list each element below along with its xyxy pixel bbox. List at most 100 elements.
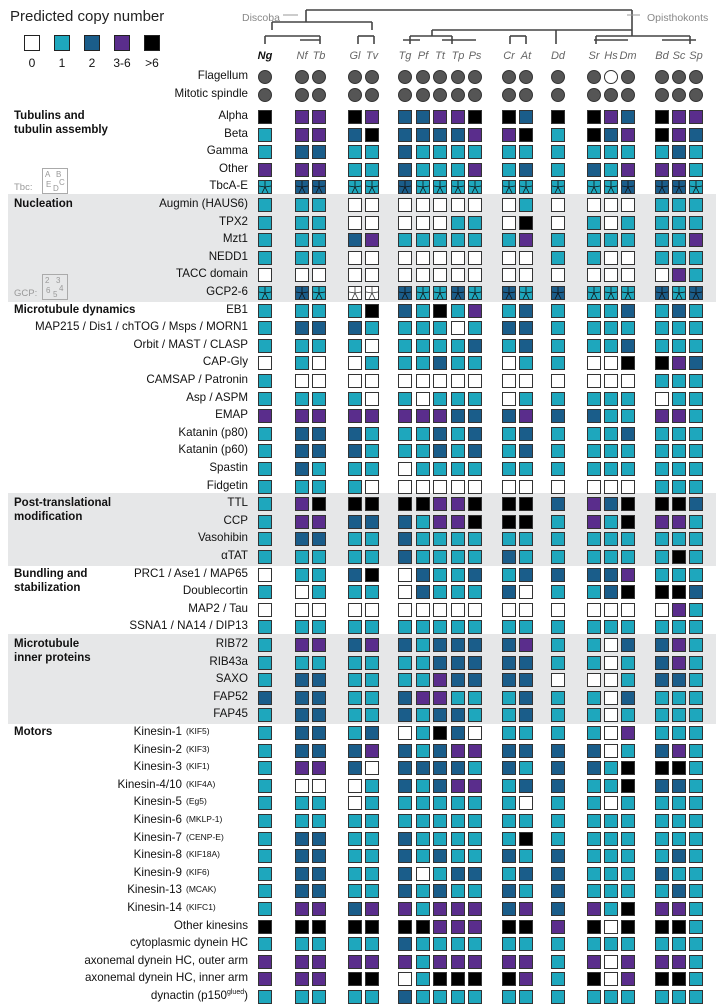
- copy-cell: [295, 831, 309, 846]
- copy-cell: [587, 655, 601, 670]
- copy-cell: [672, 127, 686, 142]
- trait-dot: [433, 88, 447, 102]
- copy-cell: [312, 990, 326, 1004]
- copy-cell: [258, 972, 272, 987]
- copy-cell: [655, 726, 669, 740]
- copy-cell: [689, 655, 703, 670]
- copy-cell: [519, 409, 533, 424]
- copy-cell: [433, 215, 447, 230]
- copy-cell: [604, 796, 618, 811]
- copy-cell: [416, 356, 430, 371]
- copy-cell: [398, 514, 412, 529]
- trait-dot: [468, 70, 482, 84]
- copy-cell: [365, 937, 379, 952]
- copy-cell: [312, 954, 326, 969]
- species-label: Gl: [349, 50, 361, 62]
- copy-cell: [295, 198, 309, 212]
- copy-cell: [689, 567, 703, 582]
- copy-cell: [672, 990, 686, 1004]
- copy-cell: [433, 250, 447, 265]
- copy-cell: [258, 145, 272, 160]
- copy-cell: [468, 162, 482, 177]
- copy-cell: [258, 814, 272, 828]
- section-title: Post-translational modification: [14, 497, 112, 524]
- copy-cell: [551, 462, 565, 476]
- section-title: Microtubule inner proteins: [14, 638, 91, 664]
- copy-cell: [551, 215, 565, 230]
- copy-cell: [295, 708, 309, 723]
- copy-cell: [312, 620, 326, 635]
- copy-cell: [689, 321, 703, 336]
- copy-cell: [295, 919, 309, 934]
- copy-cell: [258, 902, 272, 916]
- copy-cell: [258, 585, 272, 600]
- copy-cell: [604, 514, 618, 529]
- subunit-key-cell: 5: [53, 290, 58, 299]
- copy-cell: [416, 162, 430, 177]
- subunit-key-cell: B: [56, 170, 62, 180]
- copy-cell: [398, 338, 412, 353]
- copy-cell: [672, 866, 686, 881]
- copy-cell: [551, 374, 565, 388]
- copy-cell: [502, 268, 516, 283]
- trait-dot: [468, 88, 482, 102]
- copy-cell: [312, 814, 326, 828]
- row-label: TPX2: [0, 215, 248, 228]
- copy-cell: [312, 462, 326, 476]
- copy-cell: [672, 162, 686, 177]
- copy-cell: [672, 409, 686, 424]
- copy-cell: [621, 673, 635, 688]
- copy-cell: [519, 338, 533, 353]
- copy-cell: [295, 937, 309, 952]
- copy-cell: [295, 954, 309, 969]
- copy-cell: [604, 409, 618, 424]
- copy-cell: [312, 321, 326, 336]
- row-label: CCP: [0, 514, 248, 527]
- trait-dot: [258, 70, 272, 84]
- row-label-text: Alpha: [218, 109, 248, 122]
- copy-cell: [655, 180, 669, 195]
- copy-cell: [451, 286, 465, 300]
- copy-cell: [655, 250, 669, 265]
- copy-cell: [365, 690, 379, 705]
- copy-cell: [519, 233, 533, 248]
- copy-cell: [551, 690, 565, 705]
- copy-cell: [416, 462, 430, 476]
- copy-cell: [672, 919, 686, 934]
- copy-cell: [468, 638, 482, 652]
- copy-cell: [519, 884, 533, 899]
- copy-cell: [312, 356, 326, 371]
- copy-cell: [655, 602, 669, 617]
- copy-cell: [365, 110, 379, 124]
- row-label: Kinesin-1 (KIF5): [0, 725, 248, 738]
- copy-cell: [587, 743, 601, 758]
- copy-cell: [433, 796, 447, 811]
- copy-cell: [295, 215, 309, 230]
- copy-cell: [258, 884, 272, 899]
- copy-cell: [551, 937, 565, 952]
- copy-cell: [672, 198, 686, 212]
- copy-cell: [689, 620, 703, 635]
- copy-cell: [312, 374, 326, 388]
- copy-cell: [551, 972, 565, 987]
- trait-dot: [587, 70, 601, 84]
- trait-dot: [433, 70, 447, 84]
- copy-cell: [468, 831, 482, 846]
- row-label-gene: (KIF6): [186, 866, 210, 877]
- copy-cell: [348, 479, 362, 494]
- copy-cell: [468, 902, 482, 916]
- copy-cell: [587, 391, 601, 406]
- copy-cell: [551, 479, 565, 494]
- copy-cell: [295, 462, 309, 476]
- copy-cell: [451, 514, 465, 529]
- copy-cell: [551, 673, 565, 688]
- copy-cell: [468, 338, 482, 353]
- copy-cell: [258, 479, 272, 494]
- copy-cell: [258, 831, 272, 846]
- copy-cell: [551, 884, 565, 899]
- copy-cell: [295, 532, 309, 547]
- copy-cell: [258, 919, 272, 934]
- copy-cell: [519, 497, 533, 512]
- copy-cell: [348, 497, 362, 512]
- copy-cell: [398, 849, 412, 864]
